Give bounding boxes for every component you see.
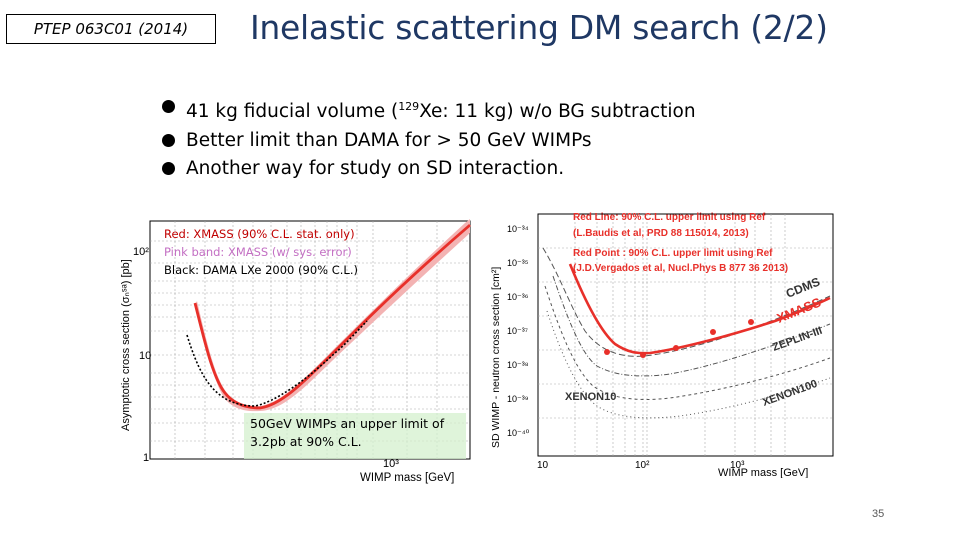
xenon10-curve [544, 285, 831, 400]
bullet-item: Better limit than DAMA for > 50 GeV WIMP… [160, 127, 696, 156]
left-ylabel: Asymptotic cross section (σₙˢᵃ) [pb] [120, 259, 132, 431]
bullet-item: 41 kg fiducial volume (129Xe: 11 kg) w/o… [160, 93, 696, 127]
bullet-dot-icon [162, 100, 175, 113]
legend-xmass: Red: XMASS (90% C.L. stat. only) [164, 227, 355, 241]
bullet-dot-icon [162, 133, 175, 147]
xenon100-label: XENON100 [761, 378, 819, 409]
left-plot-legend: Red: XMASS (90% C.L. stat. only) Pink ba… [164, 225, 358, 279]
left-xlabel: WIMP mass [GeV] [360, 472, 454, 484]
right-ytick: 10⁻³⁷ [507, 326, 528, 336]
bullet-text: Better limit than DAMA for > 50 GeV WIMP… [186, 129, 592, 151]
xmass-label: XMASS [775, 294, 824, 325]
annotation-line-2: 3.2pb at 90% C.L. [250, 434, 362, 449]
dama-limit-curve [186, 320, 368, 407]
right-note-line-3: Red Point : 90% C.L. upper limit using R… [573, 248, 773, 259]
bullet-text: Another way for study on SD interaction. [186, 158, 565, 180]
xmass-point [673, 345, 679, 351]
right-note-line-4: (J.D.Vergados et al, Nucl.Phys B 877 36 … [573, 263, 788, 274]
bullet-dot-icon [162, 162, 175, 176]
right-plot-svg: Red Line: 90% C.L. upper limit using Ref… [490, 212, 834, 479]
left-ytick-1: 1 [143, 452, 149, 464]
left-xtick-1000: 10³ [383, 458, 399, 470]
left-ytick-10: 10 [139, 350, 151, 362]
left-ytick-100: 10² [133, 246, 149, 258]
xmass-point [748, 319, 754, 325]
bullet-text-post: Xe: 11 kg) w/o BG subtraction [419, 101, 696, 123]
legend-dama: Black: DAMA LXe 2000 (90% C.L.) [164, 263, 358, 277]
sd-neutron-plot: Red Line: 90% C.L. upper limit using Ref… [485, 206, 840, 479]
right-xlabel: WIMP mass [GeV] [718, 467, 808, 478]
xenon10-label: XENON10 [565, 391, 616, 403]
right-note-line-1: Red Line: 90% C.L. upper limit using Ref [573, 212, 766, 223]
right-ylabel: SD WIMP - neutron cross section [cm²] [490, 267, 502, 448]
right-plot-grid [538, 214, 833, 456]
xmass-sd-curve [568, 263, 831, 355]
slide-title: Inelastic scattering DM search (2/2) [250, 8, 828, 47]
right-note-line-2: (L.Baudis et al, PRD 88 115014, 2013) [573, 228, 749, 239]
upper-limit-annotation: 50GeV WIMPs an upper limit of 3.2pb at 9… [244, 413, 466, 459]
right-ytick: 10⁻³⁵ [507, 258, 529, 268]
zeplin-curve [552, 275, 831, 377]
xmass-limit-curve [193, 223, 471, 410]
right-plot-frame [537, 213, 834, 457]
xmass-point [640, 352, 646, 358]
page-number: 35 [872, 508, 885, 520]
bullet-list: 41 kg fiducial volume (129Xe: 11 kg) w/o… [160, 93, 696, 184]
legend-pink-band: Pink band: XMASS (w/ sys. error) [164, 245, 352, 259]
xmass-point [710, 329, 716, 335]
right-xtick: 10² [635, 460, 650, 471]
annotation-line-1: 50GeV WIMPs an upper limit of [250, 416, 445, 431]
zeplin-label: ZEPLIN-III [771, 325, 824, 354]
right-xtick: 10³ [730, 460, 745, 471]
right-xtick: 10 [537, 460, 549, 471]
right-ytick: 10⁻³⁴ [507, 224, 529, 234]
xmass-point [604, 349, 610, 355]
reference-tag: PTEP 063C01 (2014) [6, 14, 216, 44]
bullet-item: Another way for study on SD interaction. [160, 155, 696, 184]
right-ytick: 10⁻³⁹ [507, 394, 529, 404]
left-plot-frame [149, 220, 471, 460]
right-ytick: 10⁻³⁸ [507, 360, 529, 370]
bullet-superscript: 129 [398, 100, 420, 113]
right-ytick: 10⁻³⁶ [507, 292, 529, 302]
bullet-text: 41 kg fiducial volume ( [186, 101, 399, 123]
right-ytick: 10⁻⁴⁰ [507, 428, 530, 438]
